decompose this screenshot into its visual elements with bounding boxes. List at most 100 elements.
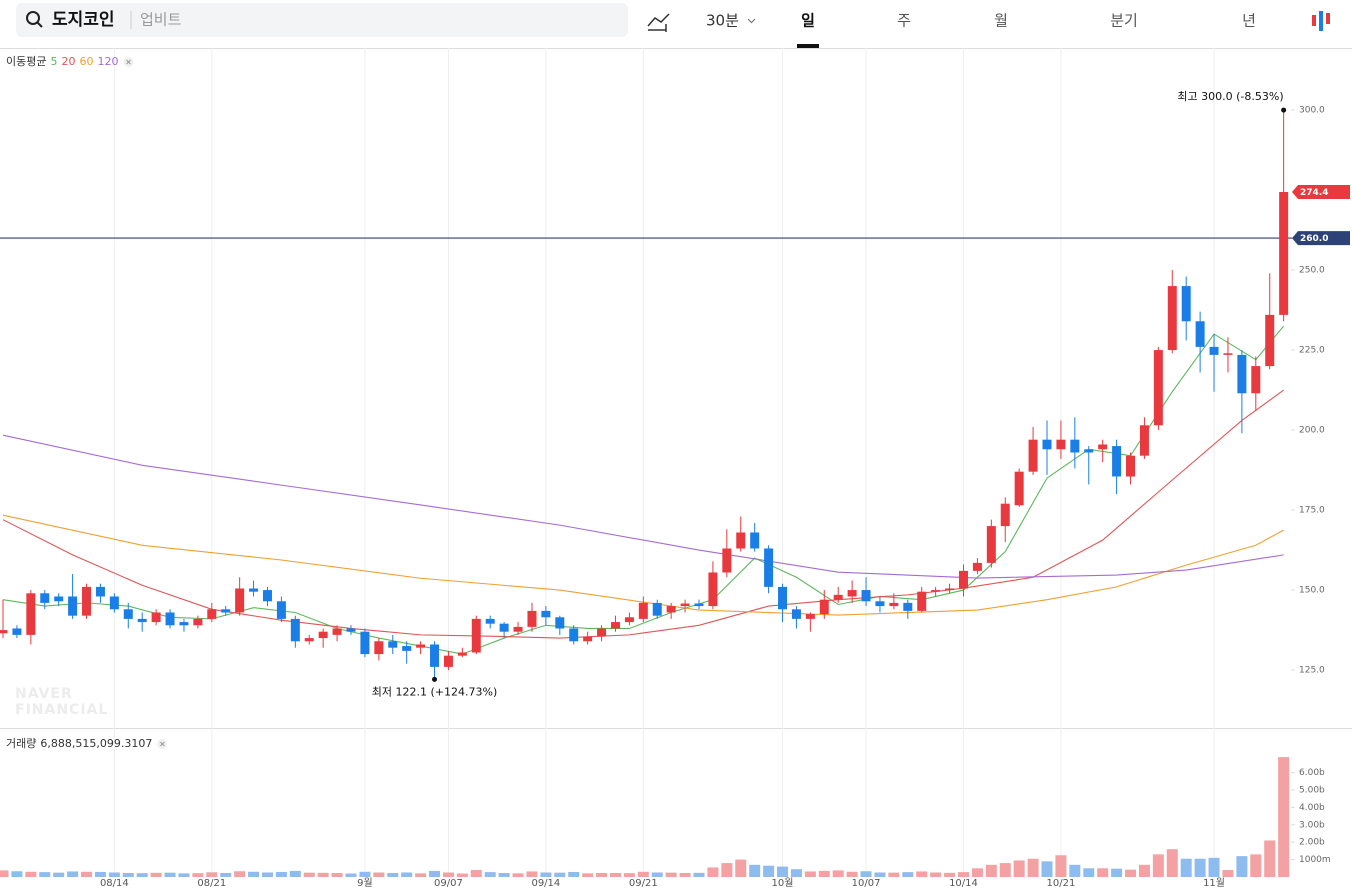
candle-body [290,618,300,642]
volume-y-tick-label: 1000m [1299,855,1331,865]
x-tick-label: 09/07 [434,878,463,889]
candle-body [82,586,92,616]
volume-bar [679,872,691,877]
volume-bar [1236,856,1248,877]
moving-average-line [2,514,1284,616]
candle-body [694,603,704,607]
candle-body [583,636,593,642]
close-icon [126,59,131,65]
candle-body [972,562,982,571]
volume-bar [150,872,162,877]
watermark: NAVER [15,686,73,702]
candle-body [360,631,370,655]
legend-entry: 20 [61,55,75,68]
volume-bar [1111,868,1123,877]
candle-body [262,590,272,602]
volume-bar [651,872,663,877]
x-tick-label: 11월 [1203,877,1225,889]
candle-body [430,644,440,667]
volume-bar [234,871,246,877]
volume-bar [874,872,886,877]
chart-type-button[interactable] [647,13,670,32]
period-tab[interactable]: 월 [994,12,1008,30]
candle-body [624,617,634,623]
volume-bar [804,871,816,877]
volume-bar [512,873,524,877]
volume-bar [11,871,23,877]
volume-bar [818,870,830,877]
watermark: FINANCIAL [15,702,108,718]
candle-body [388,641,398,648]
moving-average-line [2,325,1285,655]
candle-body [137,618,147,623]
candle-body [151,612,161,623]
candle-body [68,596,78,616]
period-tab[interactable]: 일 [801,12,815,30]
candle-icon[interactable] [1312,11,1330,31]
candle-body [179,622,189,626]
candle-body [945,588,955,591]
candle-body [833,594,843,600]
volume-bar [637,871,649,877]
annotation-dot [1281,107,1287,113]
search-icon [26,11,40,25]
candle-body [889,602,899,607]
volume-bar [944,872,956,877]
candle-body [597,628,607,637]
candle-body [109,596,119,610]
candle-body [903,602,913,611]
volume-bar [554,872,566,877]
candle-body [1056,439,1066,450]
candle-body [652,602,662,616]
annotation-dot [432,676,438,682]
volume-bar [1138,864,1150,877]
volume-bar [456,873,468,877]
period-tab[interactable]: 분기 [1110,12,1138,30]
volume-bar [1180,858,1192,877]
volume-bar [484,872,496,877]
close-icon [159,741,165,747]
candle-body [249,588,259,592]
period-tab[interactable]: 주 [897,12,911,30]
candle-body [527,610,537,627]
volume-y-tick-label: 2.00b [1299,838,1325,848]
volume-bar [39,872,51,877]
volume-bar [122,872,134,877]
candle-body [416,644,426,648]
x-tick-label: 08/21 [197,878,226,889]
candle-body [638,602,648,619]
candle-body [332,628,342,635]
candle-body [54,596,64,602]
legend-entry: 5 [50,55,57,68]
y-tick-label: 150.0 [1299,586,1325,596]
volume-bar [1278,757,1290,877]
candle-body [485,618,495,624]
volume-bar [1097,868,1109,877]
volume-bar [582,873,594,877]
period-tab[interactable]: 년 [1242,12,1256,30]
candle-body [304,638,314,642]
volume-bar [94,871,106,877]
price-tag [1292,185,1350,199]
volume-bar [1222,870,1234,877]
search-box[interactable] [16,3,628,37]
candle-body [1209,346,1219,355]
active-tab-underline [797,44,819,48]
volume-bar [53,872,65,877]
chart: 08/14 08/21 9월 09/07 09/14 09/21 10월 10/07 10/14… [0,48,1350,889]
interval-select[interactable]: 30분 [706,12,739,30]
volume-bar [777,866,789,877]
candle-icon-part [1326,13,1330,24]
volume-bar [568,871,580,877]
volume-bar [317,872,329,877]
candle-body [1028,439,1038,472]
candle-body [958,570,968,589]
annotation-label: 최저 122.1 (+124.73%) [372,685,497,698]
candle-body [764,548,774,587]
volume-bar [0,870,9,877]
volume-bar [888,872,900,877]
volume-bar [707,867,719,877]
y-tick-label: 250.0 [1299,266,1325,276]
candle-body [569,628,579,642]
volume-bar [999,863,1011,877]
